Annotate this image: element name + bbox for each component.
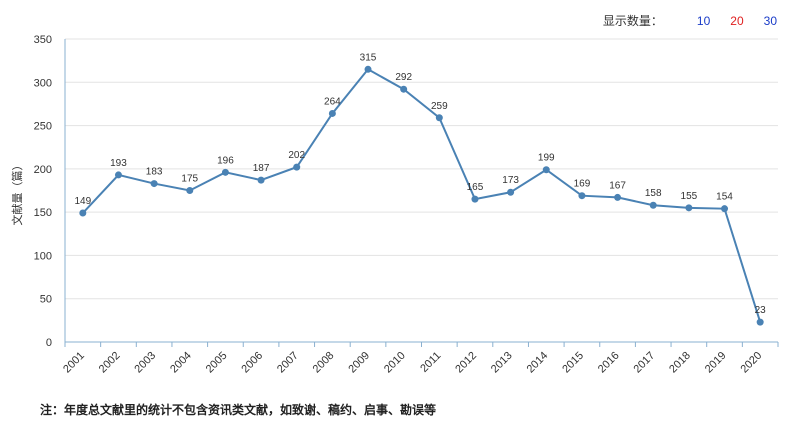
series-line xyxy=(82,68,762,323)
data-label: 158 xyxy=(645,188,662,199)
data-point xyxy=(328,109,336,117)
x-tick-label: 2018 xyxy=(667,350,693,376)
y-tick-label: 150 xyxy=(34,207,52,219)
y-tick-label: 50 xyxy=(40,294,52,306)
y-axis-ticks: 0 50 100 150 200 250 300 350 xyxy=(34,34,52,349)
data-point xyxy=(400,85,408,93)
data-labels: 149 193 183 175 196 187 202 264 315 292 259 165 173 1… xyxy=(74,52,766,316)
display-count-label: 显示数量： xyxy=(602,14,663,28)
x-tick-label: 2001 xyxy=(61,350,87,376)
display-count-20[interactable]: 20 xyxy=(730,13,744,28)
display-count-control: 显示数量： 10 20 30 xyxy=(603,12,777,29)
data-point xyxy=(685,204,693,212)
data-label: 259 xyxy=(431,101,448,112)
y-axis-label: 文献量（篇） xyxy=(10,160,24,226)
x-tick-label: 2012 xyxy=(453,350,479,376)
x-tick-label: 2017 xyxy=(632,350,658,376)
data-label: 292 xyxy=(395,72,412,83)
data-label: 193 xyxy=(110,158,127,169)
x-tick-label: 2004 xyxy=(168,350,194,376)
x-tick-label: 2019 xyxy=(703,350,729,376)
line-chart: 0 50 100 150 200 250 300 350 2001 2002 2003 2004 20… xyxy=(10,34,779,376)
y-tick-label: 250 xyxy=(34,121,52,133)
data-point xyxy=(364,65,372,73)
footnote: 注：年度总文献里的统计不包含资讯类文献，如致谢、稿约、启事、勘误等 xyxy=(40,403,437,417)
display-count-30[interactable]: 30 xyxy=(763,13,777,28)
y-tick-label: 350 xyxy=(34,34,52,46)
data-label: 175 xyxy=(181,174,198,185)
data-point xyxy=(756,318,764,326)
data-label: 199 xyxy=(538,153,555,164)
data-label: 167 xyxy=(609,180,626,191)
display-count-10[interactable]: 10 xyxy=(696,13,711,28)
y-tick-label: 100 xyxy=(34,250,52,262)
x-tick-label: 2016 xyxy=(596,350,622,376)
data-label: 187 xyxy=(253,163,270,174)
data-point xyxy=(221,168,229,176)
data-label: 196 xyxy=(217,155,234,166)
data-label: 149 xyxy=(74,196,91,207)
data-label: 183 xyxy=(146,167,163,178)
data-label: 173 xyxy=(502,175,519,186)
x-tick-label: 2020 xyxy=(738,350,764,376)
data-point xyxy=(79,209,87,217)
data-label: 155 xyxy=(681,191,698,202)
data-label: 264 xyxy=(324,96,341,107)
data-point xyxy=(614,193,622,201)
x-tick-label: 2011 xyxy=(418,350,443,375)
data-point xyxy=(114,171,122,179)
x-tick-label: 2002 xyxy=(97,350,123,376)
y-tick-label: 300 xyxy=(34,77,52,89)
y-tick-label: 200 xyxy=(34,164,52,176)
data-point xyxy=(186,187,194,194)
data-point xyxy=(721,205,729,213)
x-tick-label: 2014 xyxy=(525,350,551,376)
x-tick-label: 2009 xyxy=(346,350,372,376)
x-tick-label: 2007 xyxy=(275,350,301,376)
series-path xyxy=(82,68,762,323)
x-tick-label: 2006 xyxy=(239,350,265,376)
data-label: 165 xyxy=(467,182,484,193)
data-point xyxy=(435,114,443,122)
data-label: 202 xyxy=(288,150,305,161)
data-point xyxy=(649,201,657,209)
grid-lines xyxy=(65,38,778,300)
x-tick-label: 2010 xyxy=(382,350,408,376)
data-point xyxy=(578,192,586,200)
data-point xyxy=(150,180,158,188)
x-tick-label: 2013 xyxy=(489,350,515,376)
x-tick-label: 2008 xyxy=(311,350,337,376)
y-tick-label: 0 xyxy=(46,337,52,349)
data-point xyxy=(293,163,301,171)
data-label: 154 xyxy=(716,192,733,203)
data-label: 315 xyxy=(360,52,377,63)
data-points xyxy=(79,65,764,326)
x-tick-label: 2015 xyxy=(560,350,586,376)
data-label: 169 xyxy=(574,179,591,190)
data-point xyxy=(257,176,265,184)
data-point xyxy=(507,188,515,196)
data-point xyxy=(471,195,479,203)
data-label: 23 xyxy=(755,305,767,316)
data-point xyxy=(542,166,550,174)
x-tick-label: 2003 xyxy=(132,350,158,376)
x-tick-label: 2005 xyxy=(204,350,230,376)
